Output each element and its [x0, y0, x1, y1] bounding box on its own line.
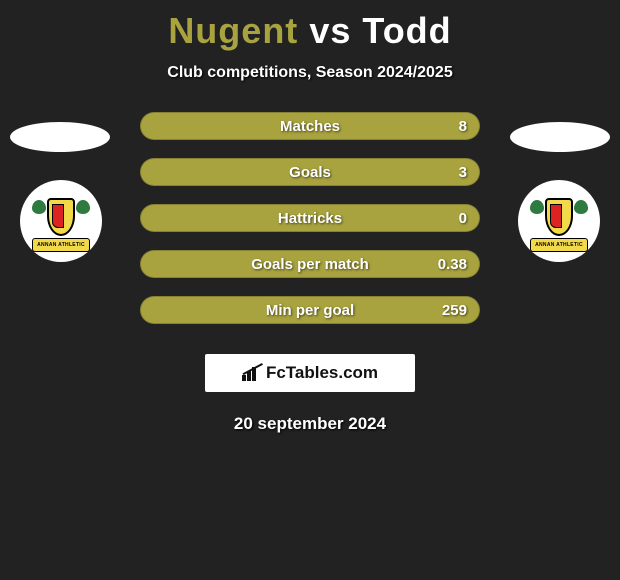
player2-club-badge: ANNAN ATHLETIC	[518, 180, 600, 262]
stat-right-value: 8	[459, 118, 467, 135]
vs-label: vs	[309, 10, 351, 51]
competition-subtitle: Club competitions, Season 2024/2025	[0, 64, 620, 82]
player1-name: Nugent	[168, 10, 298, 51]
club-name-ribbon: ANNAN ATHLETIC	[32, 238, 90, 252]
stat-row-goals: Goals 3	[140, 158, 480, 186]
stat-label: Goals per match	[251, 256, 369, 273]
player2-avatar	[510, 122, 610, 152]
stat-label: Goals	[289, 164, 331, 181]
stat-row-hattricks: Hattricks 0	[140, 204, 480, 232]
player1-club-badge: ANNAN ATHLETIC	[20, 180, 102, 262]
stat-label: Min per goal	[266, 302, 354, 319]
player1-avatar	[10, 122, 110, 152]
stat-right-value: 0	[459, 210, 467, 227]
snapshot-date: 20 september 2024	[0, 414, 620, 434]
club-name-ribbon: ANNAN ATHLETIC	[530, 238, 588, 252]
stat-label: Hattricks	[278, 210, 342, 227]
brand-text: FcTables.com	[266, 363, 378, 383]
stat-right-value: 259	[442, 302, 467, 319]
stat-row-matches: Matches 8	[140, 112, 480, 140]
stat-right-value: 0.38	[438, 256, 467, 273]
stat-row-goals-per-match: Goals per match 0.38	[140, 250, 480, 278]
club-crest-icon: ANNAN ATHLETIC	[524, 186, 594, 256]
club-crest-icon: ANNAN ATHLETIC	[26, 186, 96, 256]
stat-row-min-per-goal: Min per goal 259	[140, 296, 480, 324]
stat-right-value: 3	[459, 164, 467, 181]
brand-badge: FcTables.com	[205, 354, 415, 392]
comparison-title: Nugent vs Todd	[0, 0, 620, 52]
player2-name: Todd	[362, 10, 451, 51]
stat-label: Matches	[280, 118, 340, 135]
bar-chart-icon	[242, 365, 262, 381]
